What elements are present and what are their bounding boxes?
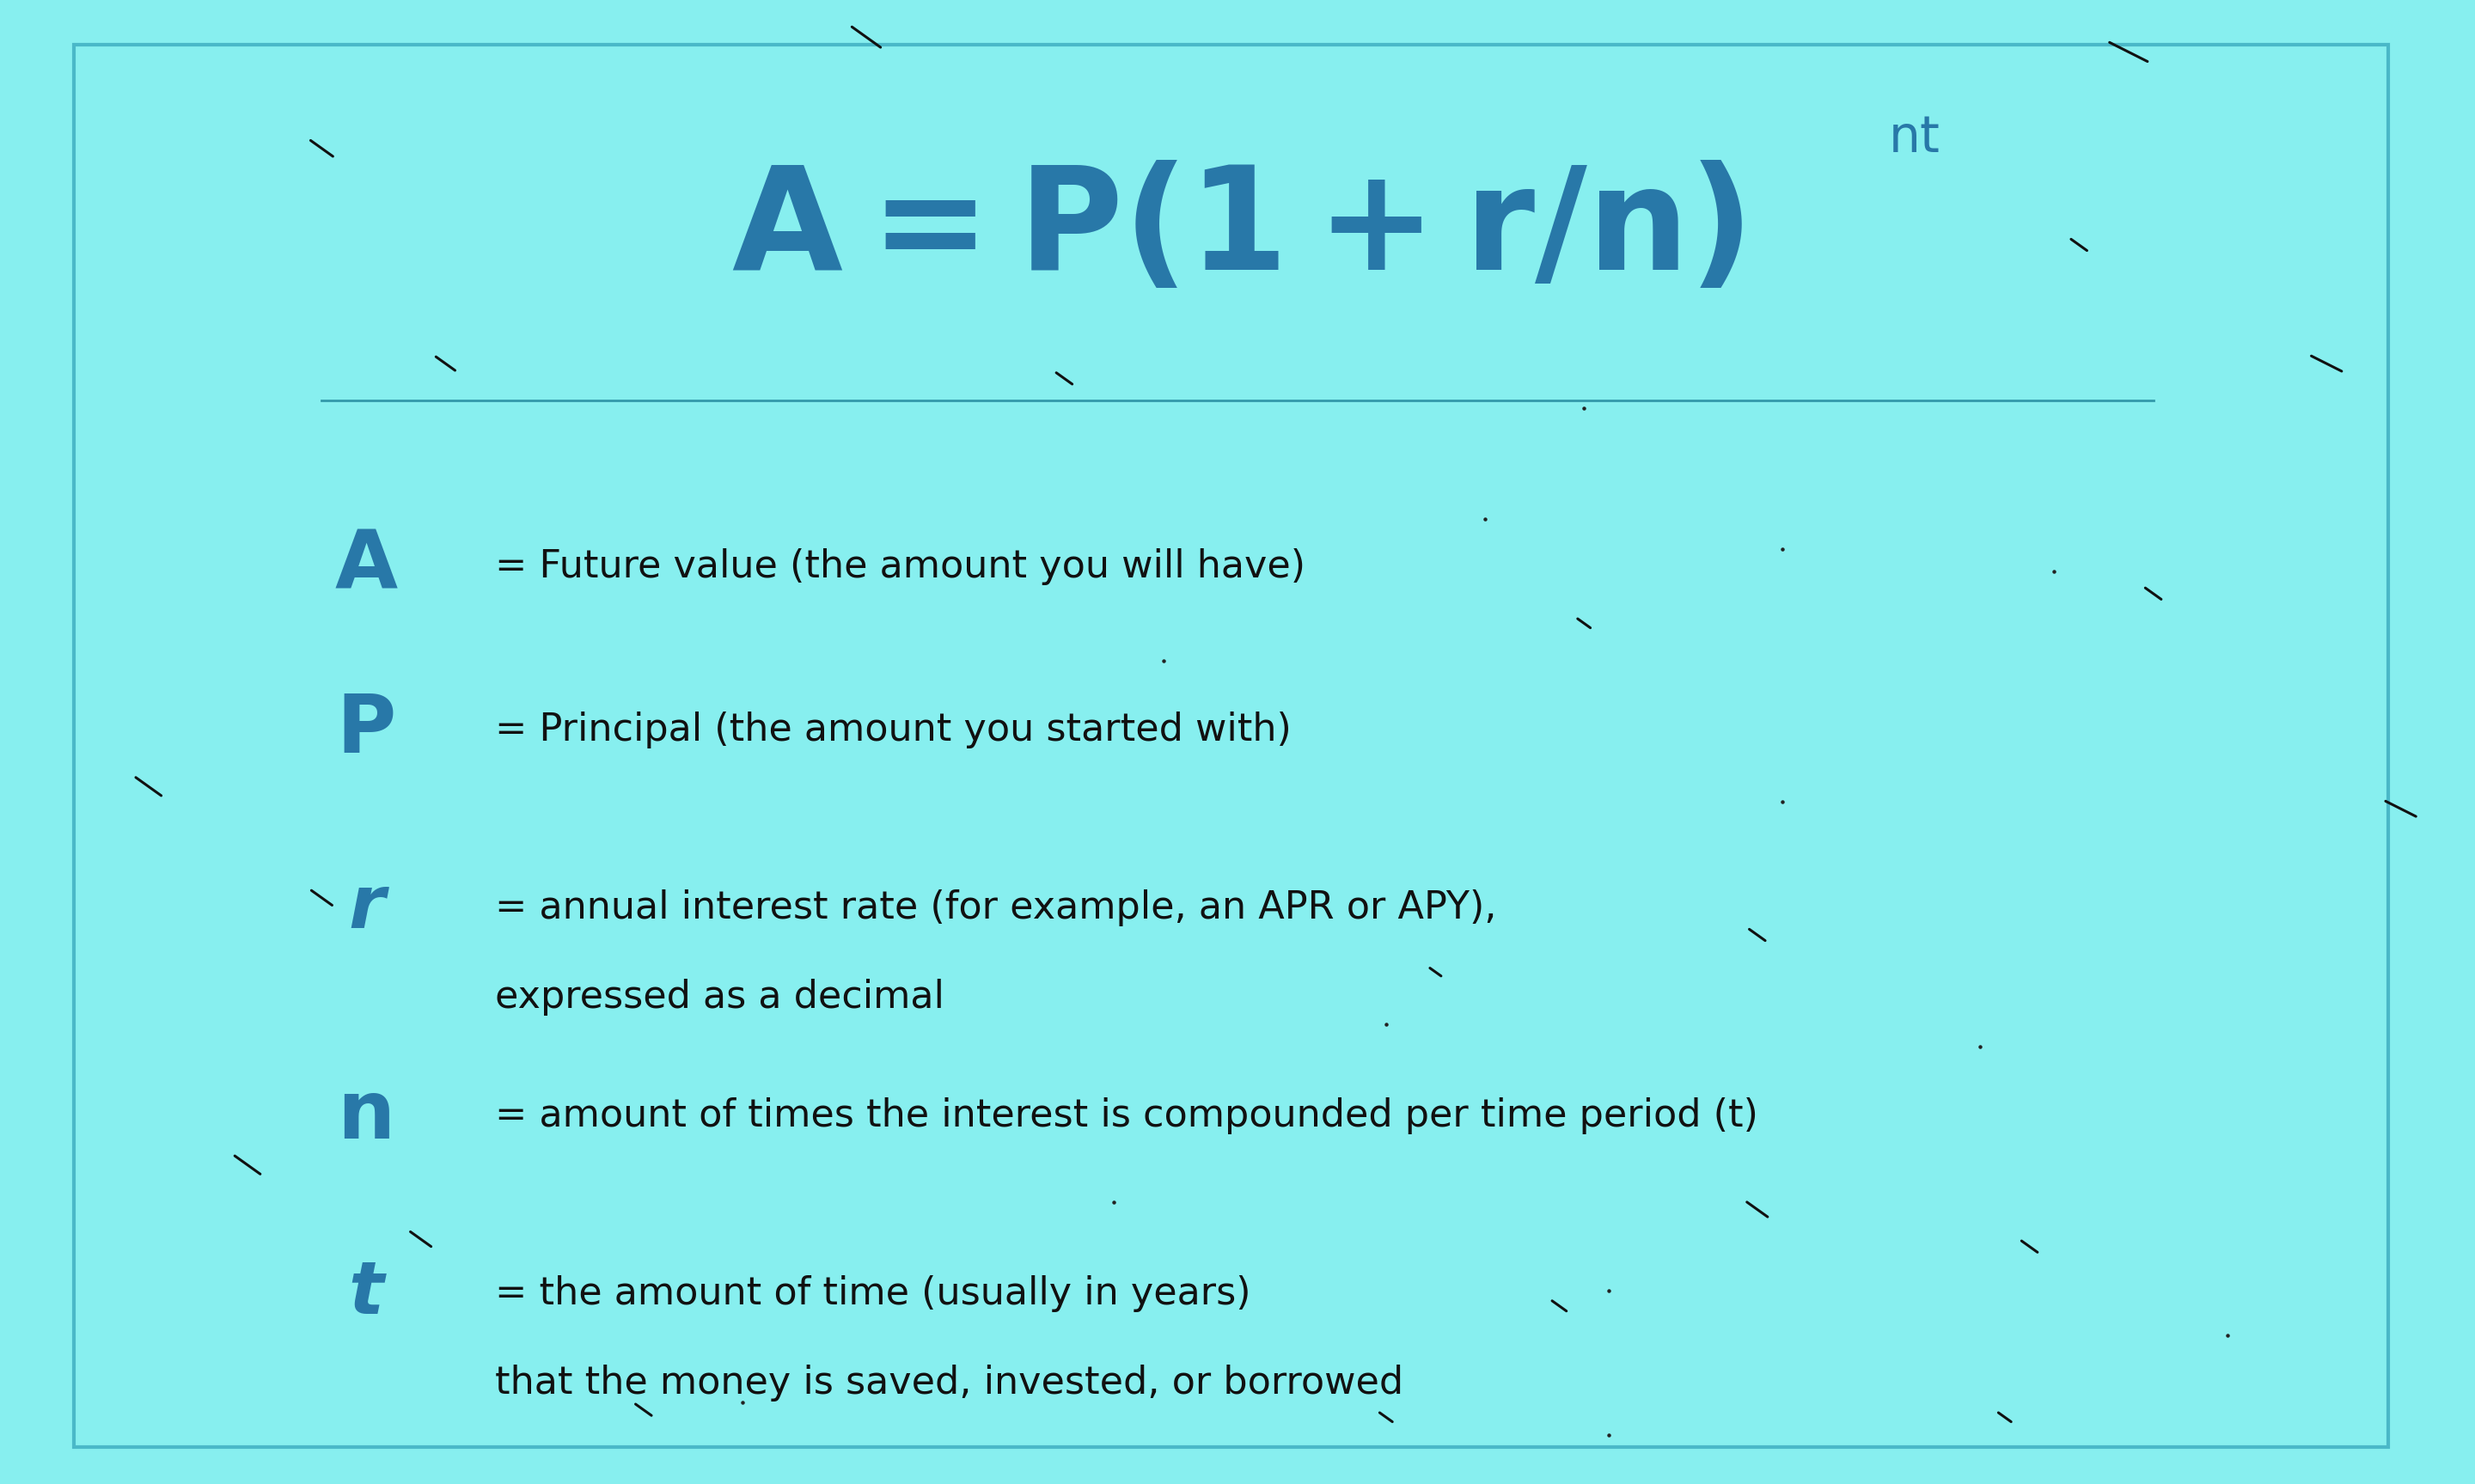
Text: $\bf{A = P(1 + r/n)}$: $\bf{A = P(1 + r/n)}$ [733, 160, 1742, 300]
Text: = the amount of time (usually in years): = the amount of time (usually in years) [495, 1276, 1250, 1312]
Text: r: r [349, 873, 384, 944]
Text: = annual interest rate (for example, an APR or APY),: = annual interest rate (for example, an … [495, 890, 1497, 926]
Text: = Future value (the amount you will have): = Future value (the amount you will have… [495, 549, 1304, 585]
Text: that the money is saved, invested, or borrowed: that the money is saved, invested, or bo… [495, 1365, 1403, 1401]
Text: t: t [349, 1258, 384, 1330]
Text: = Principal (the amount you started with): = Principal (the amount you started with… [495, 712, 1292, 748]
Text: = amount of times the interest is compounded per time period (t): = amount of times the interest is compou… [495, 1098, 1757, 1134]
Text: P: P [337, 690, 396, 770]
Text: n: n [337, 1076, 396, 1156]
Text: nt: nt [1888, 113, 1940, 163]
Text: expressed as a decimal: expressed as a decimal [495, 979, 945, 1015]
Text: A: A [334, 527, 398, 607]
